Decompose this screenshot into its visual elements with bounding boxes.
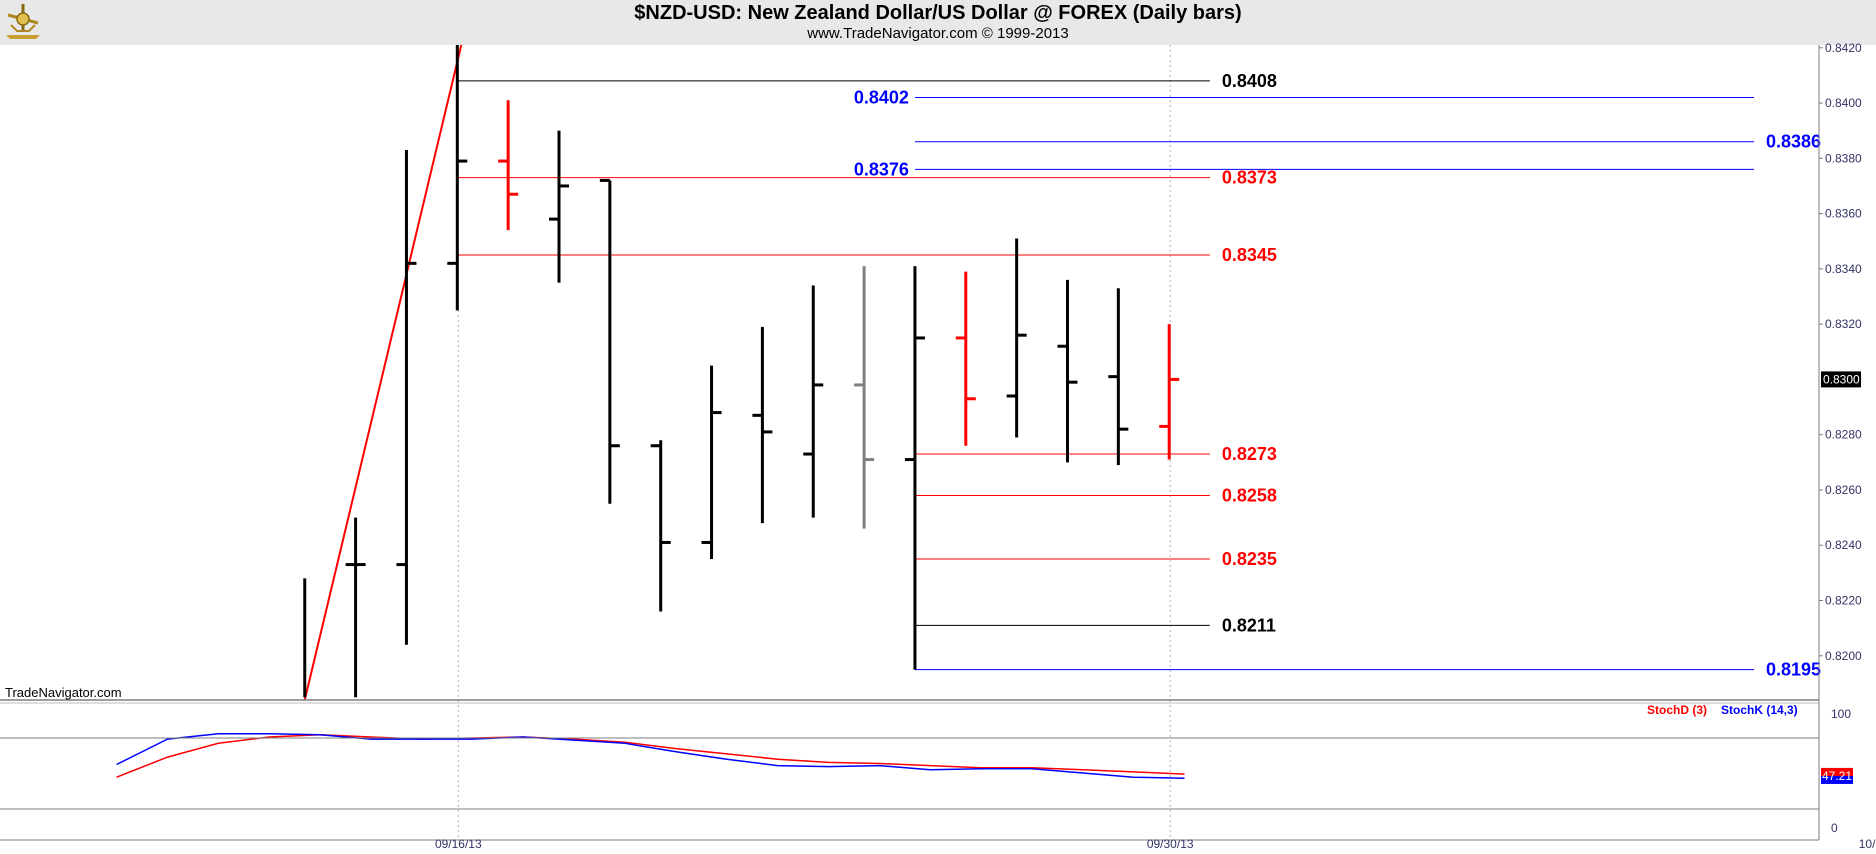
ohlc-bar-6 [599,178,620,504]
y-tick-label: 0.8360 [1825,207,1862,221]
x-tick-label: 09/16/13 [435,837,482,851]
stoch-y-tick-label: 100 [1831,707,1851,721]
ohlc-bar-13 [955,271,976,446]
level-label-0.8211: 0.8211 [1222,615,1276,635]
grid [457,45,1171,840]
ohlc-bar-4 [498,100,519,231]
stochastic-panel: StochD (3) StochK (14,3) [116,703,1798,780]
level-label-0.8402: 0.8402 [854,88,909,108]
y-tick-label: 0.8280 [1825,428,1862,442]
legend-stochk: StochK (14,3) [1721,703,1798,717]
ohlc-bar-10 [803,285,824,518]
trend-line [303,44,463,701]
ohlc-bar-11 [854,266,875,529]
ohlc-bar-14 [1006,238,1027,438]
level-label-0.8258: 0.8258 [1222,485,1277,505]
y-tick-label: 0.8220 [1825,594,1862,608]
ohlc-bar-1 [345,517,366,698]
price-bars [303,45,1180,698]
ohlc-bar-7 [650,440,671,612]
trade-navigator-logo [2,1,44,46]
level-label-0.8195: 0.8195 [1766,660,1821,680]
stoch-series-1 [116,733,1185,780]
stoch-series-0 [116,734,1185,778]
trend-line [303,44,463,701]
x-tick-label: 09/30/13 [1147,837,1194,851]
y-tick-label: 0.8320 [1825,317,1862,331]
y-tick-label: 0.8340 [1825,262,1862,276]
y-tick-label: 0.8380 [1825,151,1862,165]
chart-header [0,0,1876,45]
ohlc-bar-3 [447,45,468,311]
ohlc-bar-17 [1159,324,1180,460]
y-tick-label: 0.8400 [1825,96,1862,110]
level-label-0.8376: 0.8376 [854,159,909,179]
ohlc-bar-16 [1108,288,1129,466]
ohlc-bar-2 [396,150,417,645]
level-label-0.8235: 0.8235 [1222,549,1277,569]
stoch-y-tick-label: 0 [1831,821,1838,835]
y-tick-label: 0.8260 [1825,483,1862,497]
y-tick-label: 0.8420 [1825,41,1862,55]
level-label-0.8408: 0.8408 [1222,71,1277,91]
axes: 09/16/13 09/30/13 10/14/13 0.8420 0.8400 0.83… [0,41,1876,851]
ohlc-bar-5 [549,130,569,283]
ohlc-bar-12 [904,266,925,670]
legend-stochd: StochD (3) [1647,703,1707,717]
watermark-label: TradeNavigator.com [5,685,122,700]
ohlc-bar-9 [752,326,773,524]
last-price-badge [1821,371,1861,388]
stoch-last-label: 47.21 [1822,769,1852,783]
level-label-0.8373: 0.8373 [1222,168,1277,188]
level-label-0.8273: 0.8273 [1222,444,1277,464]
last-price-label: 0.8300 [1823,372,1860,386]
level-label-0.8345: 0.8345 [1222,245,1277,265]
level-label-0.8386: 0.8386 [1766,132,1821,152]
ohlc-bar-15 [1057,279,1078,463]
x-tick-label: 10/14/13 [1859,837,1876,851]
y-tick-label: 0.8200 [1825,649,1862,663]
y-tick-label: 0.8240 [1825,538,1862,552]
chart-title: $NZD-USD: New Zealand Dollar/US Dollar @… [634,2,1242,24]
stoch-last-badge-top [1821,767,1853,776]
chart-subtitle: www.TradeNavigator.com © 1999-2013 [807,25,1069,42]
ohlc-bar-8 [701,365,722,560]
price-levels: 0.8408 0.8402 0.8386 0.8376 0.8373 0.8345 0.82… [457,71,1821,680]
